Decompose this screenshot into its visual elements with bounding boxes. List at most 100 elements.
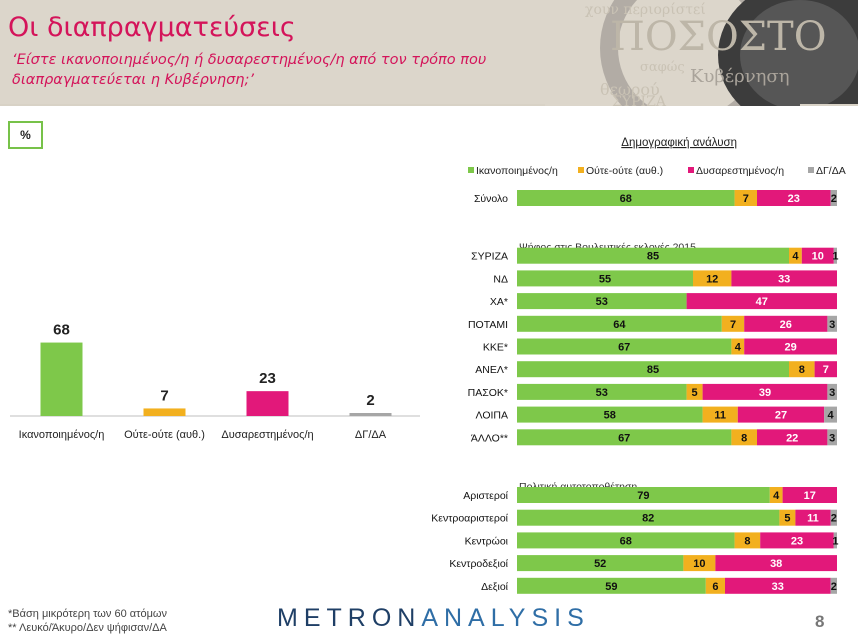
stack-segment <box>830 509 837 526</box>
segment-value-label: 3 <box>829 387 835 399</box>
bar-4 <box>349 413 392 416</box>
percent-badge: % <box>8 121 43 149</box>
stack-segment <box>824 406 837 423</box>
legend-label: Ούτε-ούτε (αυθ.) <box>586 165 663 177</box>
stack-segment <box>517 383 687 400</box>
segment-value-label: 53 <box>596 296 608 308</box>
segment-value-label: 23 <box>788 193 800 205</box>
row-category-label: ΛΟΙΠΑ <box>476 410 508 422</box>
stack-segment <box>744 338 837 355</box>
stack-segment <box>683 555 716 572</box>
legend-label: ΔΓ/ΔΑ <box>816 165 846 177</box>
row-category-label: ΑΝΕΛ* <box>475 364 508 376</box>
segment-value-label: 4 <box>792 251 799 263</box>
stack-segment <box>705 577 725 594</box>
segment-value-label: 2 <box>831 581 837 593</box>
stack-segment <box>686 383 703 400</box>
stack-segment <box>517 487 770 503</box>
stack-segment <box>686 293 837 310</box>
bar-value-label: 68 <box>53 322 70 339</box>
stack-segment <box>517 293 687 310</box>
overall-bar-chart: 68 Ικανοποιημένος/η 7 Ούτε-ούτε (αυθ.) 23 Δυσ… <box>10 322 420 441</box>
segment-value-label: 85 <box>647 251 659 263</box>
bar-3 <box>246 391 289 416</box>
segment-value-label: 67 <box>618 432 630 444</box>
stack-segment <box>833 532 837 549</box>
watermark-word: ΣΥΡΙΖΑ <box>612 94 666 106</box>
bar-2 <box>143 408 186 416</box>
segment-value-label: 85 <box>647 364 659 376</box>
legend-swatch <box>578 167 584 173</box>
legend-swatch <box>468 167 474 173</box>
segment-value-label: 55 <box>599 273 611 285</box>
demographic-breakdown-chart: Δημογραφική ανάλυση Ικανοποιημένος/η Ούτε-… <box>431 137 846 594</box>
segment-value-label: 29 <box>784 342 796 354</box>
row-category-label: Κεντροαριστεροί <box>431 513 508 525</box>
logo-word-analysis: ANALYSIS <box>421 604 590 632</box>
segment-value-label: 5 <box>692 387 698 399</box>
row-category-label: Κεντροδεξιοί <box>449 558 508 570</box>
legend-swatch <box>688 167 694 173</box>
page-title: Οι διαπραγματεύσεις <box>8 12 296 43</box>
segment-value-label: 12 <box>706 273 718 285</box>
stack-segment <box>517 190 735 206</box>
legend-label: Ικανοποιημένος/η <box>476 165 558 177</box>
segment-value-label: 6 <box>712 581 718 593</box>
x-tick-label: ΔΓ/ΔΑ <box>355 429 387 441</box>
segment-value-label: 4 <box>828 410 835 422</box>
segment-value-label: 7 <box>823 364 829 376</box>
legend-swatch <box>808 167 814 173</box>
segment-value-label: 38 <box>770 558 782 570</box>
segment-value-label: 23 <box>791 535 803 547</box>
row-category-label: ΧΑ* <box>490 296 508 308</box>
stack-segment <box>517 315 722 332</box>
stack-segment <box>702 406 738 423</box>
stack-segment <box>517 361 789 378</box>
segment-value-label: 64 <box>613 319 626 331</box>
stack-segment <box>725 577 831 594</box>
segment-value-label: 10 <box>693 558 705 570</box>
stack-segment <box>782 487 837 503</box>
stack-segment <box>814 361 837 378</box>
stack-segment <box>744 315 828 332</box>
segment-value-label: 52 <box>594 558 606 570</box>
segment-value-label: 68 <box>620 193 632 205</box>
segment-value-label: 10 <box>812 251 824 263</box>
stack-segment <box>517 532 735 549</box>
stack-segment <box>801 247 834 264</box>
bar-1 <box>40 342 83 416</box>
watermark-word: σαφώς <box>640 60 685 75</box>
stack-segment <box>757 190 831 206</box>
page-subtitle: ‘Είστε ικανοποιημένος/η ή δυσαρεστημένος… <box>12 52 487 88</box>
watermark-word: ΠΟΣΟΣΤΟ <box>610 14 827 60</box>
segment-value-label: 27 <box>775 410 787 422</box>
bar-value-label: 23 <box>259 370 276 387</box>
segment-value-label: 3 <box>829 432 835 444</box>
stack-segment <box>517 247 789 264</box>
stack-segment <box>789 247 802 264</box>
metron-analysis-logo: METRONANALYSIS <box>277 604 590 633</box>
stack-segment <box>833 247 837 264</box>
stack-segment <box>737 406 825 423</box>
segment-value-label: 59 <box>605 581 617 593</box>
stack-segment <box>731 429 757 446</box>
stack-segment <box>517 555 684 572</box>
segment-value-label: 4 <box>773 490 780 502</box>
row-category-label: Δεξιοί <box>481 581 509 593</box>
decorative-lens-inner <box>740 0 858 106</box>
stack-segment <box>795 509 831 526</box>
x-tick-label: Δυσαρεστημένος/η <box>221 429 313 441</box>
stack-segment <box>827 429 837 446</box>
segment-value-label: 11 <box>807 513 819 525</box>
stack-segment <box>517 429 732 446</box>
segment-value-label: 11 <box>714 410 726 422</box>
x-tick-label: Ικανοποιημένος/η <box>19 429 105 441</box>
stack-segment <box>830 577 837 594</box>
stack-segment <box>731 270 837 287</box>
header-divider-left <box>0 104 545 106</box>
bar-value-label: 7 <box>160 387 168 404</box>
stack-segment <box>693 270 732 287</box>
x-tick-label: Ούτε-ούτε (αυθ.) <box>124 429 205 441</box>
stack-segment <box>517 270 693 287</box>
page-number: 8 <box>815 612 825 631</box>
